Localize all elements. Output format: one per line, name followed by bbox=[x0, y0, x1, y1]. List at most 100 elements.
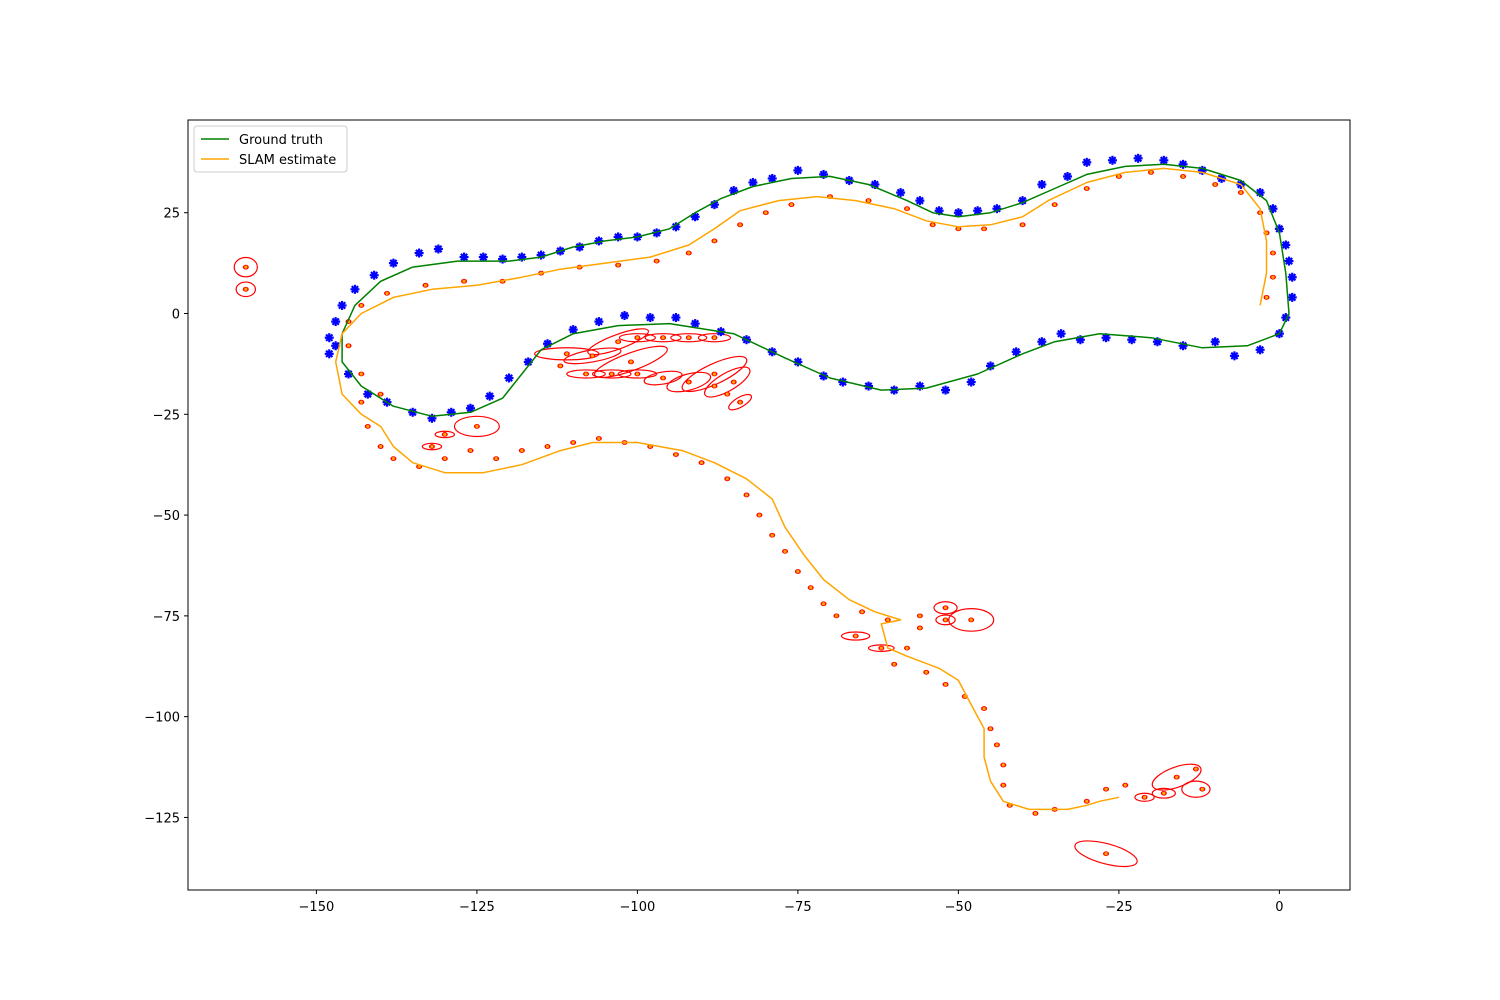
uncertainty-ellipse bbox=[563, 347, 622, 365]
estimated-landmark bbox=[687, 336, 691, 340]
true-landmark-stroke bbox=[838, 378, 847, 387]
uncertainty-ellipse bbox=[670, 333, 708, 343]
estimated-landmark bbox=[931, 223, 935, 227]
true-landmark-marker bbox=[433, 244, 443, 254]
estimated-landmark bbox=[918, 626, 922, 630]
x-tick-label: −75 bbox=[784, 900, 811, 915]
axes-frame bbox=[187, 119, 1351, 891]
estimated-landmark bbox=[430, 444, 434, 449]
true-landmark-marker bbox=[331, 317, 341, 327]
estimated-landmark bbox=[244, 287, 248, 291]
true-landmark-stroke bbox=[1179, 341, 1188, 350]
true-landmark-marker bbox=[1133, 153, 1143, 163]
estimated-landmark bbox=[520, 448, 524, 453]
estimated-landmark bbox=[918, 614, 922, 618]
true-landmark-marker bbox=[1255, 345, 1265, 355]
true-landmark-stroke bbox=[941, 386, 950, 395]
estimated-landmark bbox=[244, 265, 248, 269]
true-landmark-marker bbox=[1056, 329, 1066, 339]
estimated-landmark bbox=[712, 239, 717, 243]
true-landmark-stroke bbox=[1159, 156, 1168, 165]
true-landmark-marker bbox=[324, 349, 334, 359]
true-landmark-marker bbox=[350, 284, 360, 294]
uncertainty-ellipse bbox=[566, 369, 606, 379]
uncertainty-ellipse bbox=[1074, 840, 1138, 868]
legend-box bbox=[193, 125, 348, 173]
estimated-landmark bbox=[725, 477, 729, 481]
uncertainty-ellipse bbox=[933, 601, 958, 615]
estimated-landmark bbox=[834, 614, 839, 618]
estimated-landmark bbox=[770, 533, 774, 537]
estimated-landmark bbox=[494, 457, 498, 461]
estimated-landmark bbox=[860, 610, 864, 614]
true-landmark-stroke bbox=[408, 408, 417, 417]
estimated-landmark bbox=[391, 457, 396, 461]
estimated-landmark bbox=[712, 372, 717, 376]
y-tick-label: 25 bbox=[163, 207, 180, 222]
estimated-landmark bbox=[661, 336, 665, 340]
uncertainty-ellipse bbox=[618, 333, 656, 343]
true-landmark-stroke bbox=[1275, 224, 1284, 233]
estimated-landmark bbox=[943, 606, 948, 610]
true-landmark-stroke bbox=[325, 349, 334, 358]
uncertainty-ellipse bbox=[681, 355, 748, 393]
plot-area bbox=[233, 153, 1297, 868]
true-landmark-stroke bbox=[671, 222, 680, 231]
estimated-landmark bbox=[443, 432, 447, 437]
true-landmark-stroke bbox=[768, 174, 777, 183]
y-tick-label: −25 bbox=[153, 408, 180, 423]
true-landmark-marker bbox=[896, 188, 906, 198]
estimated-landmark bbox=[584, 372, 588, 376]
y-tick-label: 0 bbox=[172, 308, 180, 323]
uncertainty-ellipse bbox=[434, 430, 456, 439]
true-landmark-stroke bbox=[331, 317, 340, 326]
estimated-landmark bbox=[1020, 223, 1025, 227]
true-landmark-stroke bbox=[331, 341, 340, 350]
estimated-landmark bbox=[443, 457, 447, 461]
true-landmark-stroke bbox=[415, 249, 424, 257]
estimated-landmark bbox=[462, 279, 466, 283]
estimated-landmark bbox=[738, 400, 742, 404]
true-landmark-marker bbox=[690, 319, 700, 329]
true-landmark-stroke bbox=[646, 313, 655, 322]
true-landmark-stroke bbox=[620, 311, 629, 320]
estimated-landmark bbox=[732, 380, 736, 384]
true-landmark-stroke bbox=[793, 166, 802, 175]
legend-slam-label: SLAM estimate bbox=[239, 153, 336, 168]
estimated-landmark bbox=[378, 392, 383, 396]
true-landmark-stroke bbox=[1230, 351, 1239, 360]
y-tick-label: −100 bbox=[144, 711, 180, 726]
estimated-landmark bbox=[982, 706, 986, 711]
estimated-landmark bbox=[616, 340, 620, 344]
estimated-landmark bbox=[764, 211, 768, 215]
true-landmark-marker bbox=[645, 313, 655, 323]
estimated-landmark bbox=[687, 380, 691, 384]
true-landmark-marker bbox=[1281, 240, 1291, 250]
uncertainty-ellipse bbox=[617, 369, 658, 379]
uncertainty-ellipse bbox=[233, 256, 258, 278]
estimated-landmark bbox=[963, 694, 967, 699]
y-tick-label: −75 bbox=[153, 610, 180, 625]
estimated-landmark bbox=[359, 400, 363, 404]
true-landmark-marker bbox=[1107, 155, 1117, 165]
x-tick-label: −25 bbox=[1105, 900, 1132, 915]
true-landmark-marker bbox=[1178, 341, 1188, 351]
uncertainty-ellipse bbox=[703, 366, 751, 398]
x-tick-label: −100 bbox=[620, 900, 656, 915]
true-landmark-marker bbox=[1159, 155, 1169, 165]
ground-truth-line bbox=[341, 163, 1290, 418]
estimated-landmark bbox=[943, 618, 948, 622]
uncertainty-ellipse bbox=[1134, 792, 1155, 802]
estimated-landmark bbox=[943, 682, 948, 686]
estimated-landmark bbox=[783, 549, 787, 553]
uncertainty-ellipse bbox=[421, 442, 443, 451]
estimated-landmark bbox=[468, 448, 473, 453]
estimated-landmark bbox=[809, 586, 813, 590]
estimated-landmark bbox=[545, 444, 550, 449]
estimated-landmark bbox=[674, 453, 678, 457]
estimated-landmark bbox=[725, 392, 729, 396]
true-landmark-marker bbox=[478, 252, 488, 262]
estimated-landmark bbox=[1271, 275, 1275, 279]
estimated-landmark bbox=[597, 436, 601, 441]
true-landmark-stroke bbox=[338, 301, 347, 310]
